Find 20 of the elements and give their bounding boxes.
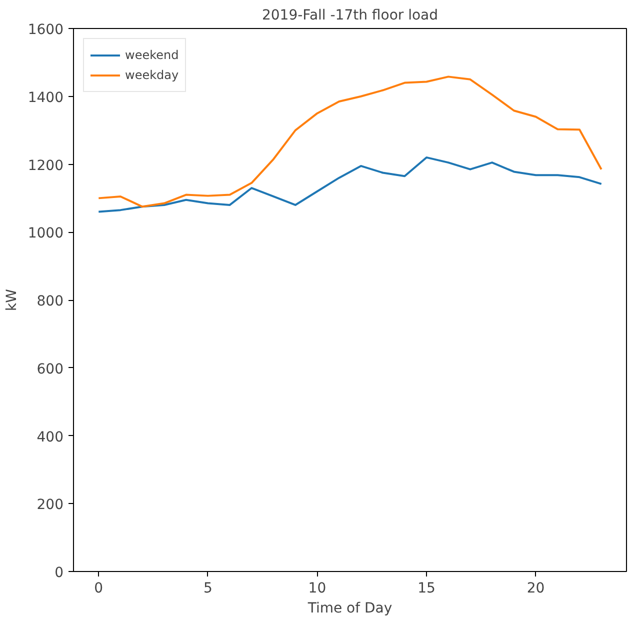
chart-title: 2019-Fall -17th floor load xyxy=(262,8,438,24)
y-axis-title: kW xyxy=(4,288,20,311)
x-tick-label: 5 xyxy=(203,580,212,596)
y-tick-label: 400 xyxy=(36,429,64,446)
x-tick-label: 15 xyxy=(418,580,436,596)
x-tick-label: 0 xyxy=(94,580,104,596)
legend-label: weekend xyxy=(125,48,179,62)
y-tick-label: 1200 xyxy=(28,158,64,174)
y-tick-label: 1600 xyxy=(28,22,64,38)
y-tick-label: 600 xyxy=(36,361,64,378)
y-tick-label: 1000 xyxy=(28,226,64,242)
x-tick-label: 10 xyxy=(308,580,326,596)
x-axis-title: Time of Day xyxy=(306,600,392,616)
y-tick-label: 800 xyxy=(36,294,64,310)
y-tick-label: 0 xyxy=(54,565,64,581)
y-tick-label: 1400 xyxy=(28,90,64,106)
legend-label: weekday xyxy=(125,68,179,82)
x-tick-label: 20 xyxy=(526,580,545,596)
y-tick-label: 200 xyxy=(36,497,64,514)
line-series xyxy=(98,156,602,213)
